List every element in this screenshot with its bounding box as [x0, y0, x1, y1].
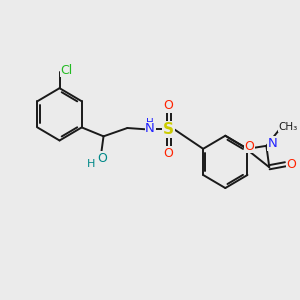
Text: Cl: Cl: [61, 64, 73, 77]
Text: S: S: [163, 122, 174, 137]
Text: O: O: [164, 99, 174, 112]
Text: O: O: [244, 140, 254, 153]
Text: H: H: [87, 159, 95, 169]
Text: H: H: [146, 118, 154, 128]
Text: N: N: [145, 122, 155, 135]
Text: O: O: [164, 147, 174, 160]
Text: CH₃: CH₃: [279, 122, 298, 131]
Text: N: N: [268, 137, 278, 150]
Text: O: O: [97, 152, 107, 165]
Text: O: O: [287, 158, 297, 171]
